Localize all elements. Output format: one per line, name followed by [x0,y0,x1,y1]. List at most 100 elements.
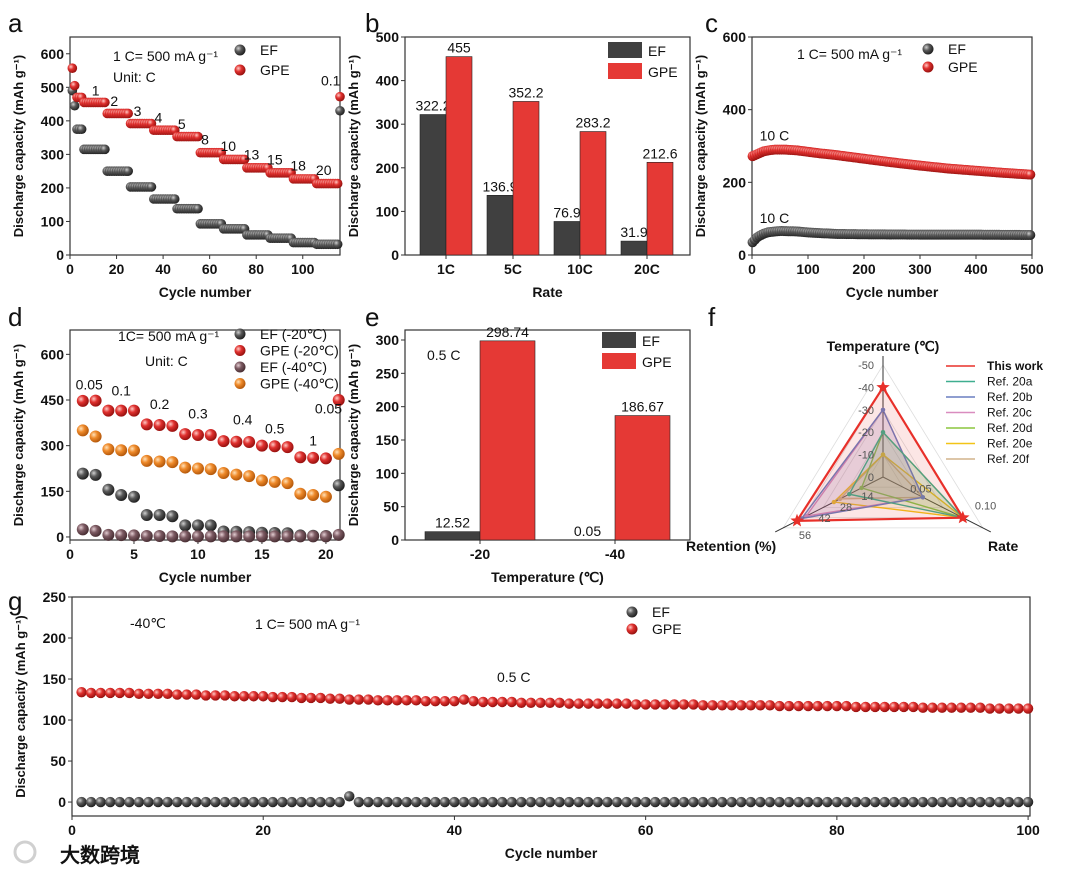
data-point [332,447,345,460]
data-point [191,530,204,543]
radar-gridline [842,431,924,498]
rate-definition: 1C= 500 mA g⁻¹ [118,328,220,344]
data-point [736,700,747,711]
data-point [487,796,498,808]
data-point [965,702,976,713]
watermark-logo: 大数跨境 [60,843,140,867]
radar-star-marker [876,380,890,394]
data-point [1022,796,1034,808]
data-point [583,698,594,709]
radar-tick-label: 56 [799,530,811,542]
rate-definition: 1 C= 500 mA g⁻¹ [113,48,218,64]
data-point [439,796,451,808]
y-tick-label: 100 [41,213,65,229]
plot-frame [404,329,691,541]
radar-tick-label: 0.05 [910,483,931,495]
series-gpe [76,686,1034,714]
data-point [650,796,661,808]
data-point [315,796,326,808]
rate-label: 5 [178,116,186,132]
panel-g: 0 50 100 150 200 250 0 20 40 60 80 100 Cycle number D… [13,589,1040,861]
rate-label: 10 [220,138,236,154]
legend-marker [626,606,638,618]
data-point [162,688,173,699]
data-point [296,796,307,808]
data-point [67,63,78,73]
data-point [115,444,128,457]
data-point [793,796,804,808]
data-point [793,700,804,712]
y-tick-label: 500 [41,79,65,95]
data-point [124,687,135,699]
data-point [477,696,489,708]
bar-value-label: 186.67 [621,399,664,415]
data-point [102,404,115,417]
y-axis-label: Discharge capacity (mAh g⁻¹) [346,55,361,237]
data-point [1013,796,1024,808]
data-point [363,694,374,705]
rate-label: 0.05 [315,401,342,417]
data-point [554,796,565,808]
rate-label: 18 [290,157,306,173]
data-point [258,691,269,702]
data-point [889,796,900,808]
data-point [955,796,967,808]
data-point [736,796,747,808]
data-point [678,699,690,710]
y-tick-label: 450 [41,392,65,408]
data-point [975,796,986,808]
legend-label: GPE [652,621,682,637]
data-point [774,796,785,808]
y-tick-label: 250 [43,589,67,605]
data-point [860,701,871,713]
bar-value-label: 12.52 [435,515,470,531]
data-point [697,796,709,808]
data-point [179,530,192,543]
x-axis-label: Cycle number [505,845,598,861]
radar-tick-label: 0 [868,472,874,484]
panel-letter-b: b [365,8,379,38]
x-tick-label: 1C [437,261,455,277]
data-point [152,688,164,699]
data-point [171,689,183,700]
data-point [745,796,757,808]
data-point [707,700,718,711]
data-point [334,796,345,808]
data-point [783,796,795,808]
data-point [181,689,192,700]
legend-label: Ref. 20c [987,406,1032,420]
data-point [525,697,537,709]
data-point [420,695,431,707]
data-point [783,700,795,712]
unit-note: Unit: C [145,353,188,369]
data-point [726,796,737,808]
data-point [363,796,374,808]
data-point [294,530,307,543]
x-tick-label: 100 [291,261,315,277]
data-point [200,796,212,808]
data-point [179,428,192,441]
rate-label: 8 [201,131,209,147]
data-point [669,796,680,808]
data-point [1003,796,1015,808]
data-point [755,796,766,808]
bar-value-label: 76.9 [553,204,580,220]
bar-gpe [579,131,607,256]
data-point [927,796,938,808]
data-point [975,702,986,713]
legend-swatch [608,42,642,58]
data-point [917,702,929,713]
bar-gpe [614,415,671,541]
data-point [268,530,281,543]
bar-gpe [445,56,473,256]
data-point [255,474,268,487]
data-point [458,796,470,808]
data-point [230,530,243,543]
data-point [1003,703,1015,714]
data-point [936,796,948,808]
rate-label: 2 [110,93,118,109]
data-point [76,467,89,480]
y-tick-label: 300 [376,332,400,348]
data-point [477,796,489,808]
y-tick-label: 150 [376,432,400,448]
